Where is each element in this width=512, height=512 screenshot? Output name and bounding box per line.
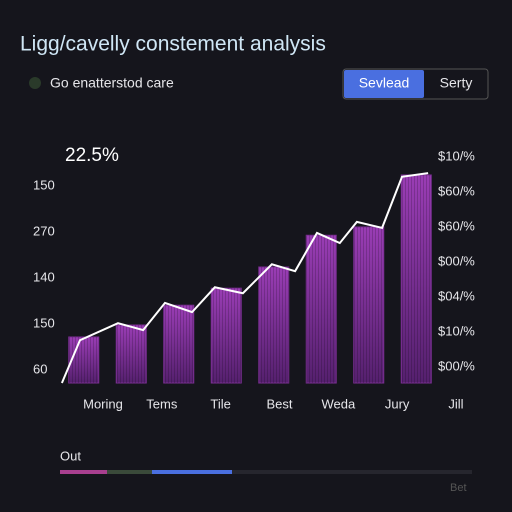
y-tick-label: 270 (33, 223, 55, 238)
x-tick-label: Tile (210, 396, 230, 411)
bar-texture (306, 235, 337, 383)
footer-note: Bet (450, 482, 467, 494)
x-tick-label: Moring (83, 396, 123, 411)
y2-tick-label: $10/% (438, 323, 475, 338)
bar-texture (68, 336, 99, 383)
y-tick-label: 150 (33, 177, 55, 192)
bar-texture (116, 325, 147, 383)
x-tick-label: Best (266, 396, 292, 411)
y2-tick-label: $04/% (438, 288, 475, 303)
footer-label: Out (60, 448, 81, 463)
bar-texture (353, 226, 384, 383)
y2-tick-label: $60/% (438, 218, 475, 233)
bar-texture (163, 305, 194, 383)
title: Ligg/cavelly constement analysis (20, 33, 326, 56)
x-tick-label: Weda (321, 396, 355, 411)
toggle (342, 68, 489, 100)
y-tick-label: 150 (33, 316, 55, 331)
y2-tick-label: $10/% (438, 148, 475, 163)
y2-tick-label: $60/% (438, 183, 475, 198)
y2-tick-label: $00/% (438, 358, 475, 373)
legend-icon (29, 77, 41, 89)
x-tick-label: Jill (448, 396, 463, 411)
headline: 22.5% (65, 145, 119, 166)
x-tick-label: Tems (146, 396, 178, 411)
button-active[interactable] (344, 70, 424, 98)
bar-texture (258, 267, 289, 383)
progress (60, 470, 107, 474)
progress (232, 470, 472, 474)
progress (107, 470, 152, 474)
button-label[interactable]: Sevlead (359, 75, 410, 91)
x-tick-label: Jury (385, 396, 410, 411)
legend-label: Go enatterstod care (50, 75, 174, 91)
bar-texture (401, 174, 432, 383)
progress (152, 470, 232, 474)
bar-texture (211, 288, 242, 383)
y-tick-label: 140 (33, 270, 55, 285)
button-label[interactable]: Serty (440, 75, 473, 91)
trend-line (60, 172, 429, 384)
y-tick-label: 60 (33, 362, 47, 377)
y2-tick-label: $00/% (438, 253, 475, 268)
